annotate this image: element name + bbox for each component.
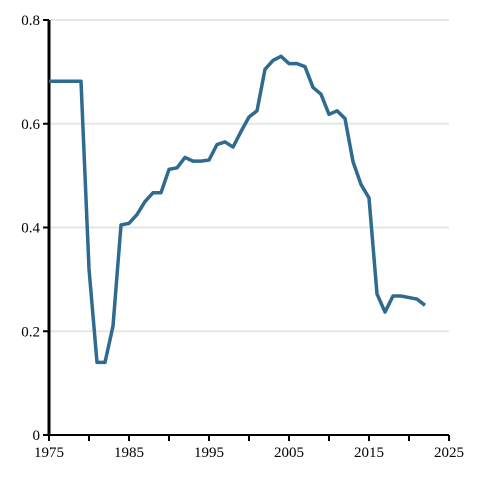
y-tick-label: 0: [33, 428, 41, 444]
data-line: [49, 54, 427, 365]
x-tick-label: 1995: [194, 445, 224, 461]
x-tick-label: 2005: [274, 445, 304, 461]
y-tick-label: 0.4: [21, 221, 40, 237]
y-tick-label: 0.2: [21, 324, 40, 340]
y-tick-label: 0.6: [21, 117, 40, 133]
x-tick-label: 2015: [354, 445, 384, 461]
x-tick-label: 1985: [114, 445, 144, 461]
x-tick-label: 2025: [434, 445, 464, 461]
y-tick-label: 0.8: [21, 13, 40, 29]
x-tick-label: 1975: [34, 445, 64, 461]
